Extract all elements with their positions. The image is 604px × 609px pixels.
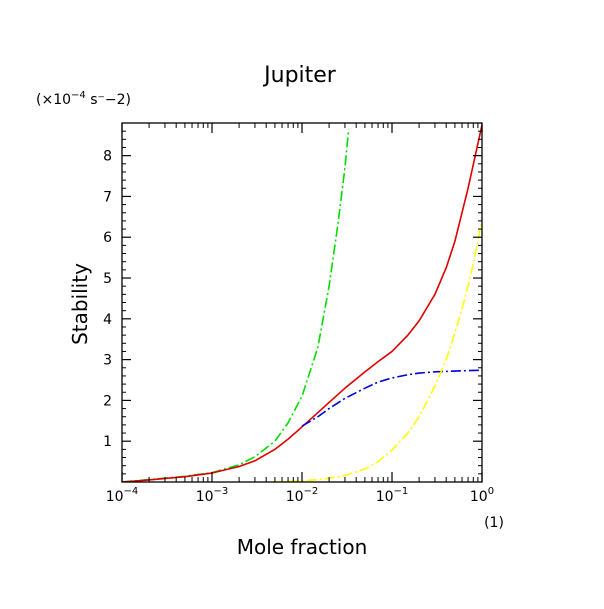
y-axis-label: Stability: [68, 263, 92, 345]
x-axis-label: Mole fraction: [237, 535, 368, 559]
y-tick-label: 6: [103, 230, 112, 246]
y-tick-label: 2: [103, 393, 112, 409]
axes-layer: 1 2 3 4 5 6 7 8 10−4 10−3 10−2 10−1 100: [103, 122, 494, 505]
series-line-2: [122, 124, 482, 482]
plot-frame: [121, 122, 483, 483]
x-axis-unit: (1): [484, 515, 504, 531]
y-tick-label: 5: [103, 271, 112, 287]
y-axis-unit: (×10−4 s⁻−2): [36, 90, 131, 108]
y-tick-label: 1: [103, 434, 112, 450]
x-tick-label: 10−2: [286, 486, 319, 505]
series-layer: [122, 124, 482, 482]
x-tick-label: 10−3: [196, 486, 229, 505]
chart-title: Jupiter: [262, 63, 337, 88]
y-tick-label: 8: [103, 149, 112, 165]
y-tick-label: 4: [103, 312, 112, 328]
x-tick-label: 10−4: [106, 486, 139, 505]
y-tick-label: 7: [103, 189, 112, 205]
x-tick-label: 100: [470, 486, 494, 505]
series-line-4: [270, 218, 482, 482]
series-line-1: [122, 129, 350, 482]
series-line-3: [301, 369, 482, 427]
y-tick-label: 3: [103, 353, 112, 369]
x-tick-label: 10−1: [376, 486, 409, 505]
